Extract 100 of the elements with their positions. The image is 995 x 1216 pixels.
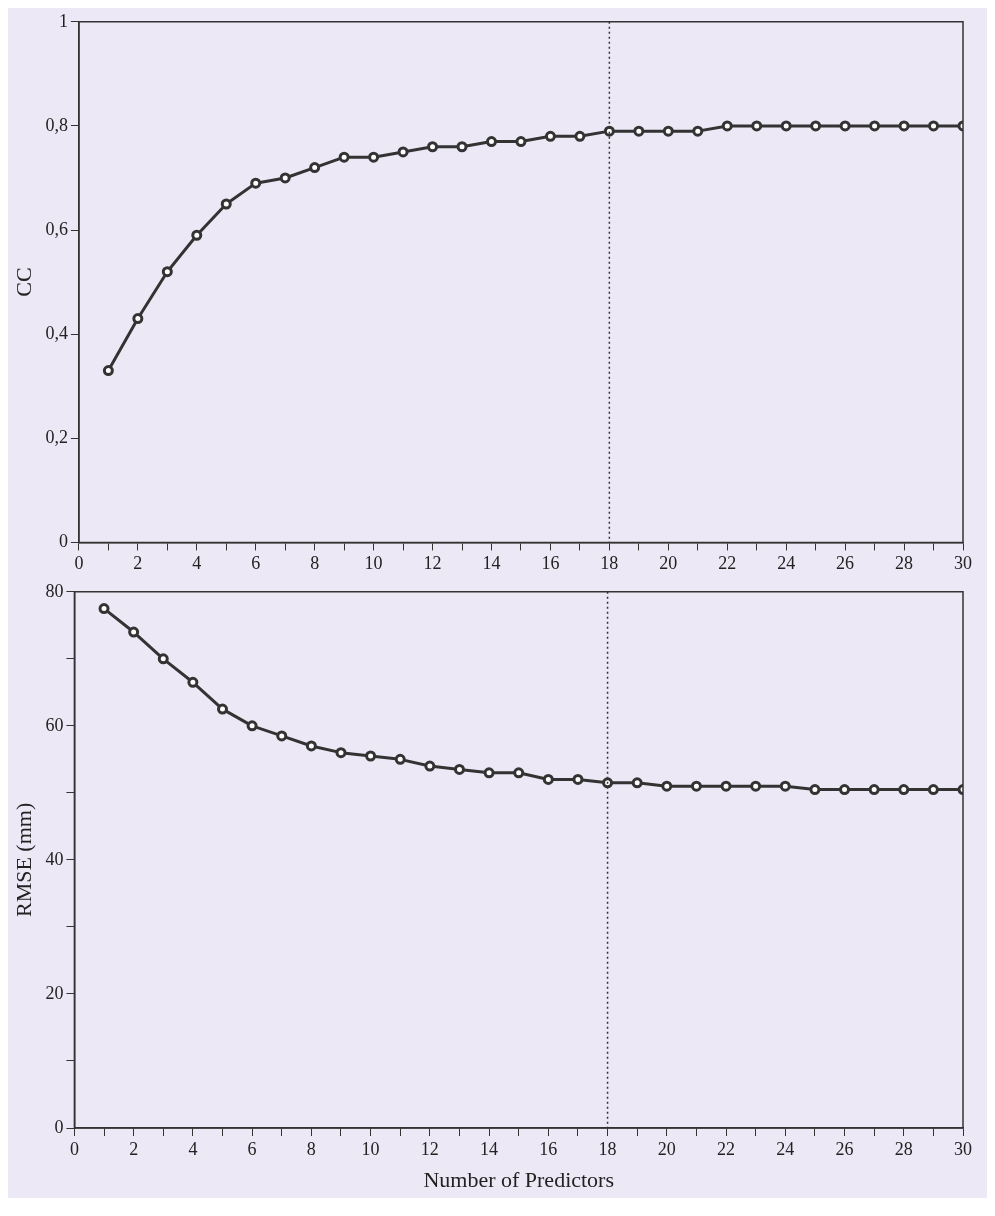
point xyxy=(603,125,615,137)
x-tick-label: 12 xyxy=(423,552,442,573)
point xyxy=(633,125,645,137)
point xyxy=(751,120,763,132)
y-tick-label: 0 xyxy=(54,1116,64,1137)
x-tick-label: 4 xyxy=(188,1138,198,1159)
point xyxy=(544,130,556,142)
x-tick-label: 6 xyxy=(247,1138,257,1159)
y-tick-label: 0,8 xyxy=(45,114,68,135)
x-tick-label: 16 xyxy=(539,1138,558,1159)
point xyxy=(661,780,673,792)
point xyxy=(750,780,762,792)
point xyxy=(515,136,527,148)
point xyxy=(279,172,291,184)
point xyxy=(217,703,228,715)
x-tick-label: 0 xyxy=(74,552,84,573)
x-tick-label: 20 xyxy=(659,552,678,573)
point xyxy=(485,136,497,148)
point xyxy=(365,750,377,762)
y-tick-label: 0 xyxy=(58,531,68,552)
point xyxy=(483,767,495,779)
x-tick-label: 26 xyxy=(835,1138,854,1159)
point xyxy=(98,603,110,615)
point xyxy=(869,120,881,132)
point xyxy=(898,120,910,132)
x-tick-label: 4 xyxy=(192,552,202,573)
y-axis-title: CC xyxy=(10,267,36,297)
y-tick-label: 0,6 xyxy=(45,218,68,239)
point xyxy=(157,653,169,665)
point xyxy=(338,151,350,163)
point xyxy=(927,784,939,796)
x-tick-label: 10 xyxy=(364,552,383,573)
point xyxy=(602,777,614,789)
point xyxy=(574,130,586,142)
x-tick-label: 24 xyxy=(776,1138,795,1159)
point xyxy=(809,784,821,796)
point xyxy=(128,626,140,638)
point xyxy=(780,120,792,132)
point xyxy=(368,151,380,163)
y-tick-label: 60 xyxy=(45,714,64,735)
x-tick-label: 22 xyxy=(718,552,737,573)
point xyxy=(276,730,288,742)
point xyxy=(246,720,258,732)
point xyxy=(690,780,702,792)
point xyxy=(456,141,468,153)
x-tick-label: 28 xyxy=(895,552,914,573)
x-tick-label: 8 xyxy=(306,1138,316,1159)
x-tick-label: 14 xyxy=(482,552,501,573)
point xyxy=(839,784,851,796)
point xyxy=(692,125,704,137)
point xyxy=(839,120,851,132)
y-tick-label: 0,4 xyxy=(45,322,68,343)
x-tick-label: 28 xyxy=(894,1138,913,1159)
point xyxy=(424,760,436,772)
point xyxy=(250,177,262,189)
point xyxy=(779,780,791,792)
point xyxy=(810,120,822,132)
point xyxy=(191,229,203,241)
x-tick-label: 6 xyxy=(251,552,261,573)
point xyxy=(542,773,554,785)
x-tick-label: 30 xyxy=(954,552,972,573)
point xyxy=(305,740,317,752)
x-tick-label: 30 xyxy=(954,1138,972,1159)
point xyxy=(132,313,144,325)
point xyxy=(721,120,733,132)
point xyxy=(572,773,584,785)
x-tick-label: 2 xyxy=(133,552,143,573)
point xyxy=(898,784,910,796)
x-tick-label: 14 xyxy=(480,1138,499,1159)
point xyxy=(720,780,732,792)
y-tick-label: 40 xyxy=(45,848,64,869)
point xyxy=(868,784,880,796)
x-tick-label: 24 xyxy=(777,552,796,573)
y-tick-label: 1 xyxy=(58,10,68,31)
point xyxy=(309,162,321,174)
x-tick-label: 12 xyxy=(420,1138,439,1159)
x-tick-label: 8 xyxy=(310,552,320,573)
y-tick-label: 20 xyxy=(45,982,64,1003)
point xyxy=(335,747,347,759)
point xyxy=(161,266,173,278)
y-axis-title: RMSE (mm) xyxy=(10,802,36,918)
point xyxy=(513,767,525,779)
x-tick-label: 16 xyxy=(541,552,560,573)
x-tick-label: 26 xyxy=(836,552,855,573)
point xyxy=(427,141,439,153)
y-tick-label: 0,2 xyxy=(45,427,68,448)
x-tick-label: 2 xyxy=(129,1138,139,1159)
x-tick-label: 10 xyxy=(361,1138,380,1159)
point xyxy=(102,365,114,377)
x-tick-label: 18 xyxy=(600,552,619,573)
point xyxy=(394,753,406,765)
y-tick-label: 80 xyxy=(45,580,64,601)
x-axis-title: Number of Predictors xyxy=(423,1166,615,1192)
point xyxy=(453,763,465,775)
point xyxy=(220,198,232,210)
x-tick-label: 18 xyxy=(598,1138,617,1159)
point xyxy=(397,146,409,158)
point xyxy=(631,777,643,789)
x-tick-label: 22 xyxy=(717,1138,736,1159)
point xyxy=(187,676,199,688)
